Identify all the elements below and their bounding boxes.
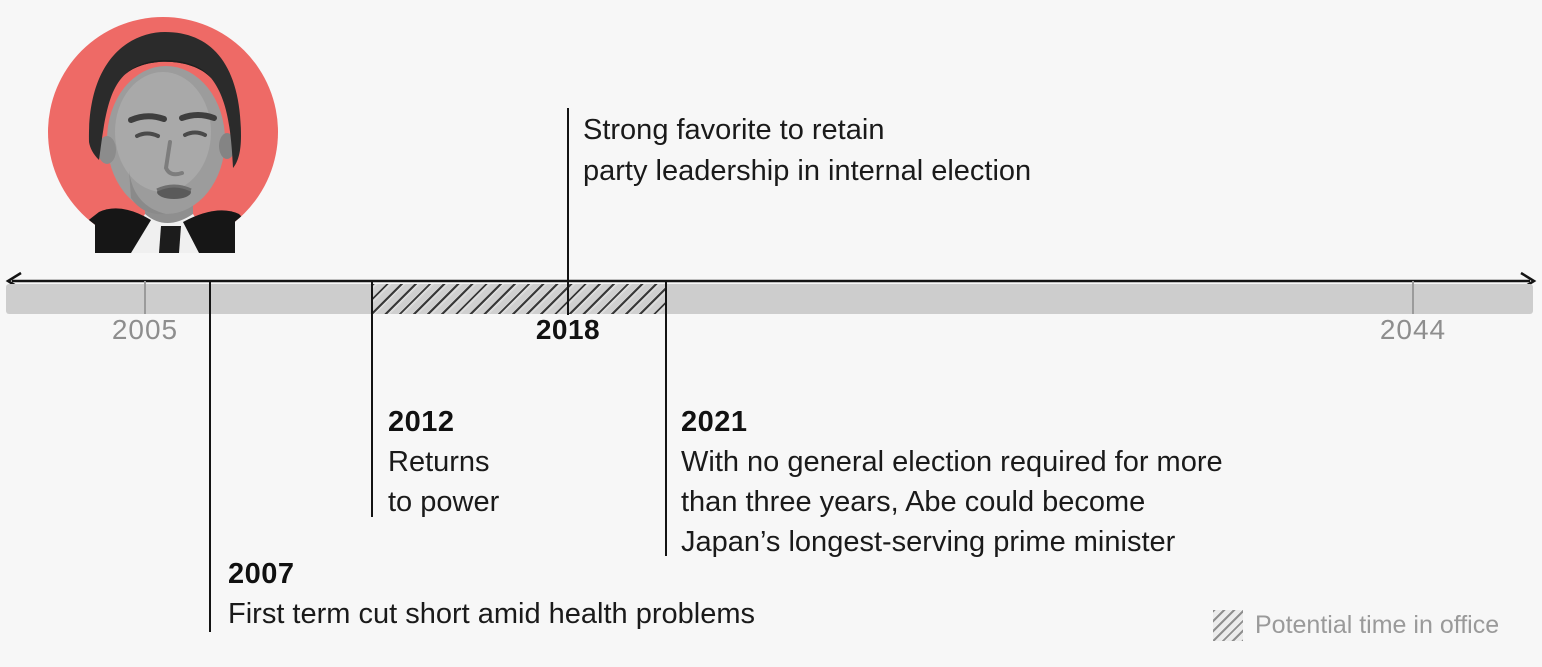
connector-line-2018 xyxy=(567,108,569,315)
potential-time-hatched-region xyxy=(372,284,665,314)
event-2021-text: With no general election required for mo… xyxy=(681,446,1223,558)
annotation-2018: Strong favorite to retain party leadersh… xyxy=(583,114,1032,187)
tick-2044 xyxy=(1412,281,1414,314)
event-2007-text: First term cut short amid health problem… xyxy=(228,598,756,630)
time-in-office-bar xyxy=(6,284,1533,314)
event-2007-year: 2007 xyxy=(228,558,295,590)
connector-line-2007 xyxy=(209,281,211,632)
legend: Potential time in office xyxy=(1213,610,1499,641)
connector-line-2012 xyxy=(371,281,373,517)
connector-line-2021 xyxy=(665,281,667,556)
event-2012-text: Returns to power xyxy=(388,446,500,518)
axis-label-2018: 2018 xyxy=(535,314,601,345)
tick-2005 xyxy=(144,281,146,314)
event-2012-year: 2012 xyxy=(388,406,455,438)
event-2012: 2012 Returns to power xyxy=(388,402,499,522)
abe-portrait-photo xyxy=(48,17,278,253)
event-2021: 2021 With no general election required f… xyxy=(681,402,1223,562)
axis-label-2005: 2005 xyxy=(111,314,179,345)
event-2007: 2007 First term cut short amid health pr… xyxy=(228,554,755,634)
hatched-swatch-icon xyxy=(1213,610,1243,641)
axis-label-2044: 2044 xyxy=(1379,314,1447,345)
legend-label: Potential time in office xyxy=(1255,611,1500,639)
event-2021-year: 2021 xyxy=(681,406,748,438)
